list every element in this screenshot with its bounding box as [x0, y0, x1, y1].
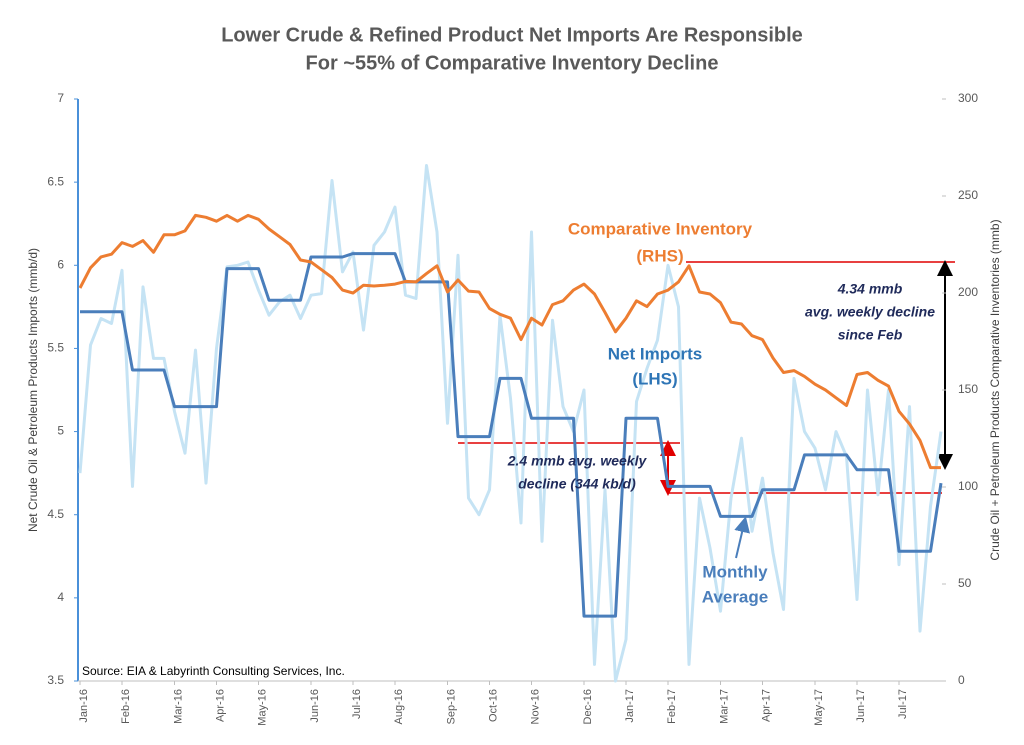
y-tick-label: 3.5: [47, 673, 64, 687]
annotation: avg. weekly decline: [805, 304, 935, 320]
x-tick-label: Jul-16: [351, 689, 363, 719]
series-label: (RHS): [636, 246, 683, 265]
x-tick-label: Mar-16: [172, 689, 184, 724]
x-tick-label: May-16: [256, 689, 268, 726]
annotation: since Feb: [838, 327, 903, 343]
pointer-arrow: [734, 516, 750, 559]
chart-title: Lower Crude & Refined Product Net Import…: [221, 24, 803, 46]
y-tick-label: 4: [57, 590, 64, 604]
y2-tick-label: 0: [958, 673, 965, 687]
series-label: (LHS): [632, 369, 677, 388]
y-tick-label: 6: [57, 257, 64, 271]
y2-tick-label: 150: [958, 382, 978, 396]
x-tick-label: Jun-17: [855, 689, 867, 723]
y2-tick-label: 300: [958, 91, 978, 105]
chart-title: For ~55% of Comparative Inventory Declin…: [306, 52, 719, 74]
x-tick-label: Mar-17: [718, 689, 730, 724]
series-line: [78, 164, 943, 683]
x-tick-label: Feb-16: [120, 689, 132, 724]
x-tick-label: Jun-16: [309, 689, 321, 723]
y-tick-label: 6.5: [47, 174, 64, 188]
y-tick-label: 4.5: [47, 507, 64, 521]
y2-tick-label: 250: [958, 188, 978, 202]
source: Source: EIA & Labyrinth Consulting Servi…: [82, 664, 345, 678]
y-tick-label: 5.5: [47, 341, 64, 355]
x-tick-label: Jan-17: [624, 689, 636, 723]
y2-tick-label: 200: [958, 285, 978, 299]
x-tick-label: Aug-16: [393, 689, 405, 724]
x-tick-label: Nov-16: [529, 689, 541, 724]
x-tick-label: Sep-16: [445, 689, 457, 724]
series-label: Comparative Inventory: [568, 219, 753, 238]
series-line: [80, 252, 943, 618]
x-tick-label: Apr-16: [214, 689, 226, 722]
y2-axis-title: Crude Oil + Petroleum Products Comparati…: [988, 219, 1002, 560]
series-label: Monthly: [702, 562, 768, 581]
x-tick-label: Jul-17: [897, 689, 909, 719]
annotation: decline (344 kb/d): [518, 476, 636, 492]
y2-tick-label: 50: [958, 576, 972, 590]
x-tick-label: Jan-16: [78, 689, 90, 723]
y-tick-label: 5: [57, 424, 64, 438]
annotation: 2.4 mmb avg. weekly: [507, 453, 648, 469]
series-label: Net Imports: [608, 344, 702, 363]
y2-tick-label: 100: [958, 479, 978, 493]
x-tick-label: May-17: [813, 689, 825, 726]
x-tick-label: Oct-16: [487, 689, 499, 722]
x-tick-label: Feb-17: [666, 689, 678, 724]
x-tick-label: Dec-16: [582, 689, 594, 724]
x-tick-label: Apr-17: [760, 689, 772, 722]
annotation: 4.34 mmb: [837, 281, 903, 297]
series-line: [78, 213, 941, 470]
series-label: Average: [702, 587, 768, 606]
y-tick-label: 7: [57, 91, 64, 105]
y-axis-title: Net Crude Oil & Petroleum Products Impor…: [26, 248, 40, 532]
